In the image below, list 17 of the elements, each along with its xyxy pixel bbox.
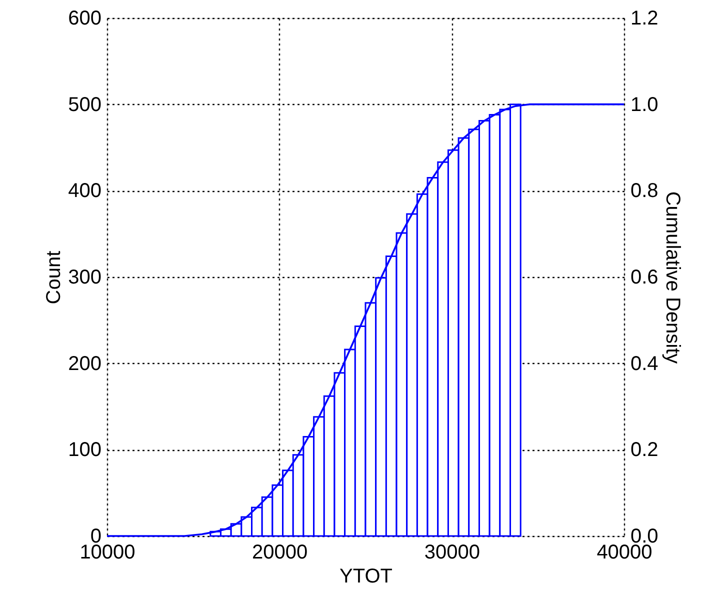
x-axis-title: YTOT bbox=[340, 566, 392, 588]
y2-tick-label: 1.2 bbox=[630, 8, 658, 30]
y2-tick-label: 0.4 bbox=[630, 352, 658, 375]
y2-axis-title: Cumulative Density bbox=[661, 191, 684, 364]
y2-tick-label: 0.2 bbox=[630, 439, 658, 462]
x-tick-label: 30000 bbox=[424, 542, 480, 564]
y-tick-label: 500 bbox=[68, 94, 102, 116]
y-axis-title: Count bbox=[43, 250, 66, 304]
y2-tick-label: 0.8 bbox=[630, 180, 658, 202]
y2-tick-label: 0.6 bbox=[630, 266, 658, 288]
y-tick-label: 200 bbox=[68, 352, 102, 375]
y-tick-label: 600 bbox=[68, 8, 102, 30]
y-tick-label: 400 bbox=[68, 180, 102, 202]
y-tick-label: 100 bbox=[68, 439, 102, 462]
x-tick-label: 20000 bbox=[252, 542, 308, 564]
y-tick-label: 300 bbox=[68, 266, 102, 288]
y2-tick-label: 1.0 bbox=[630, 94, 658, 116]
